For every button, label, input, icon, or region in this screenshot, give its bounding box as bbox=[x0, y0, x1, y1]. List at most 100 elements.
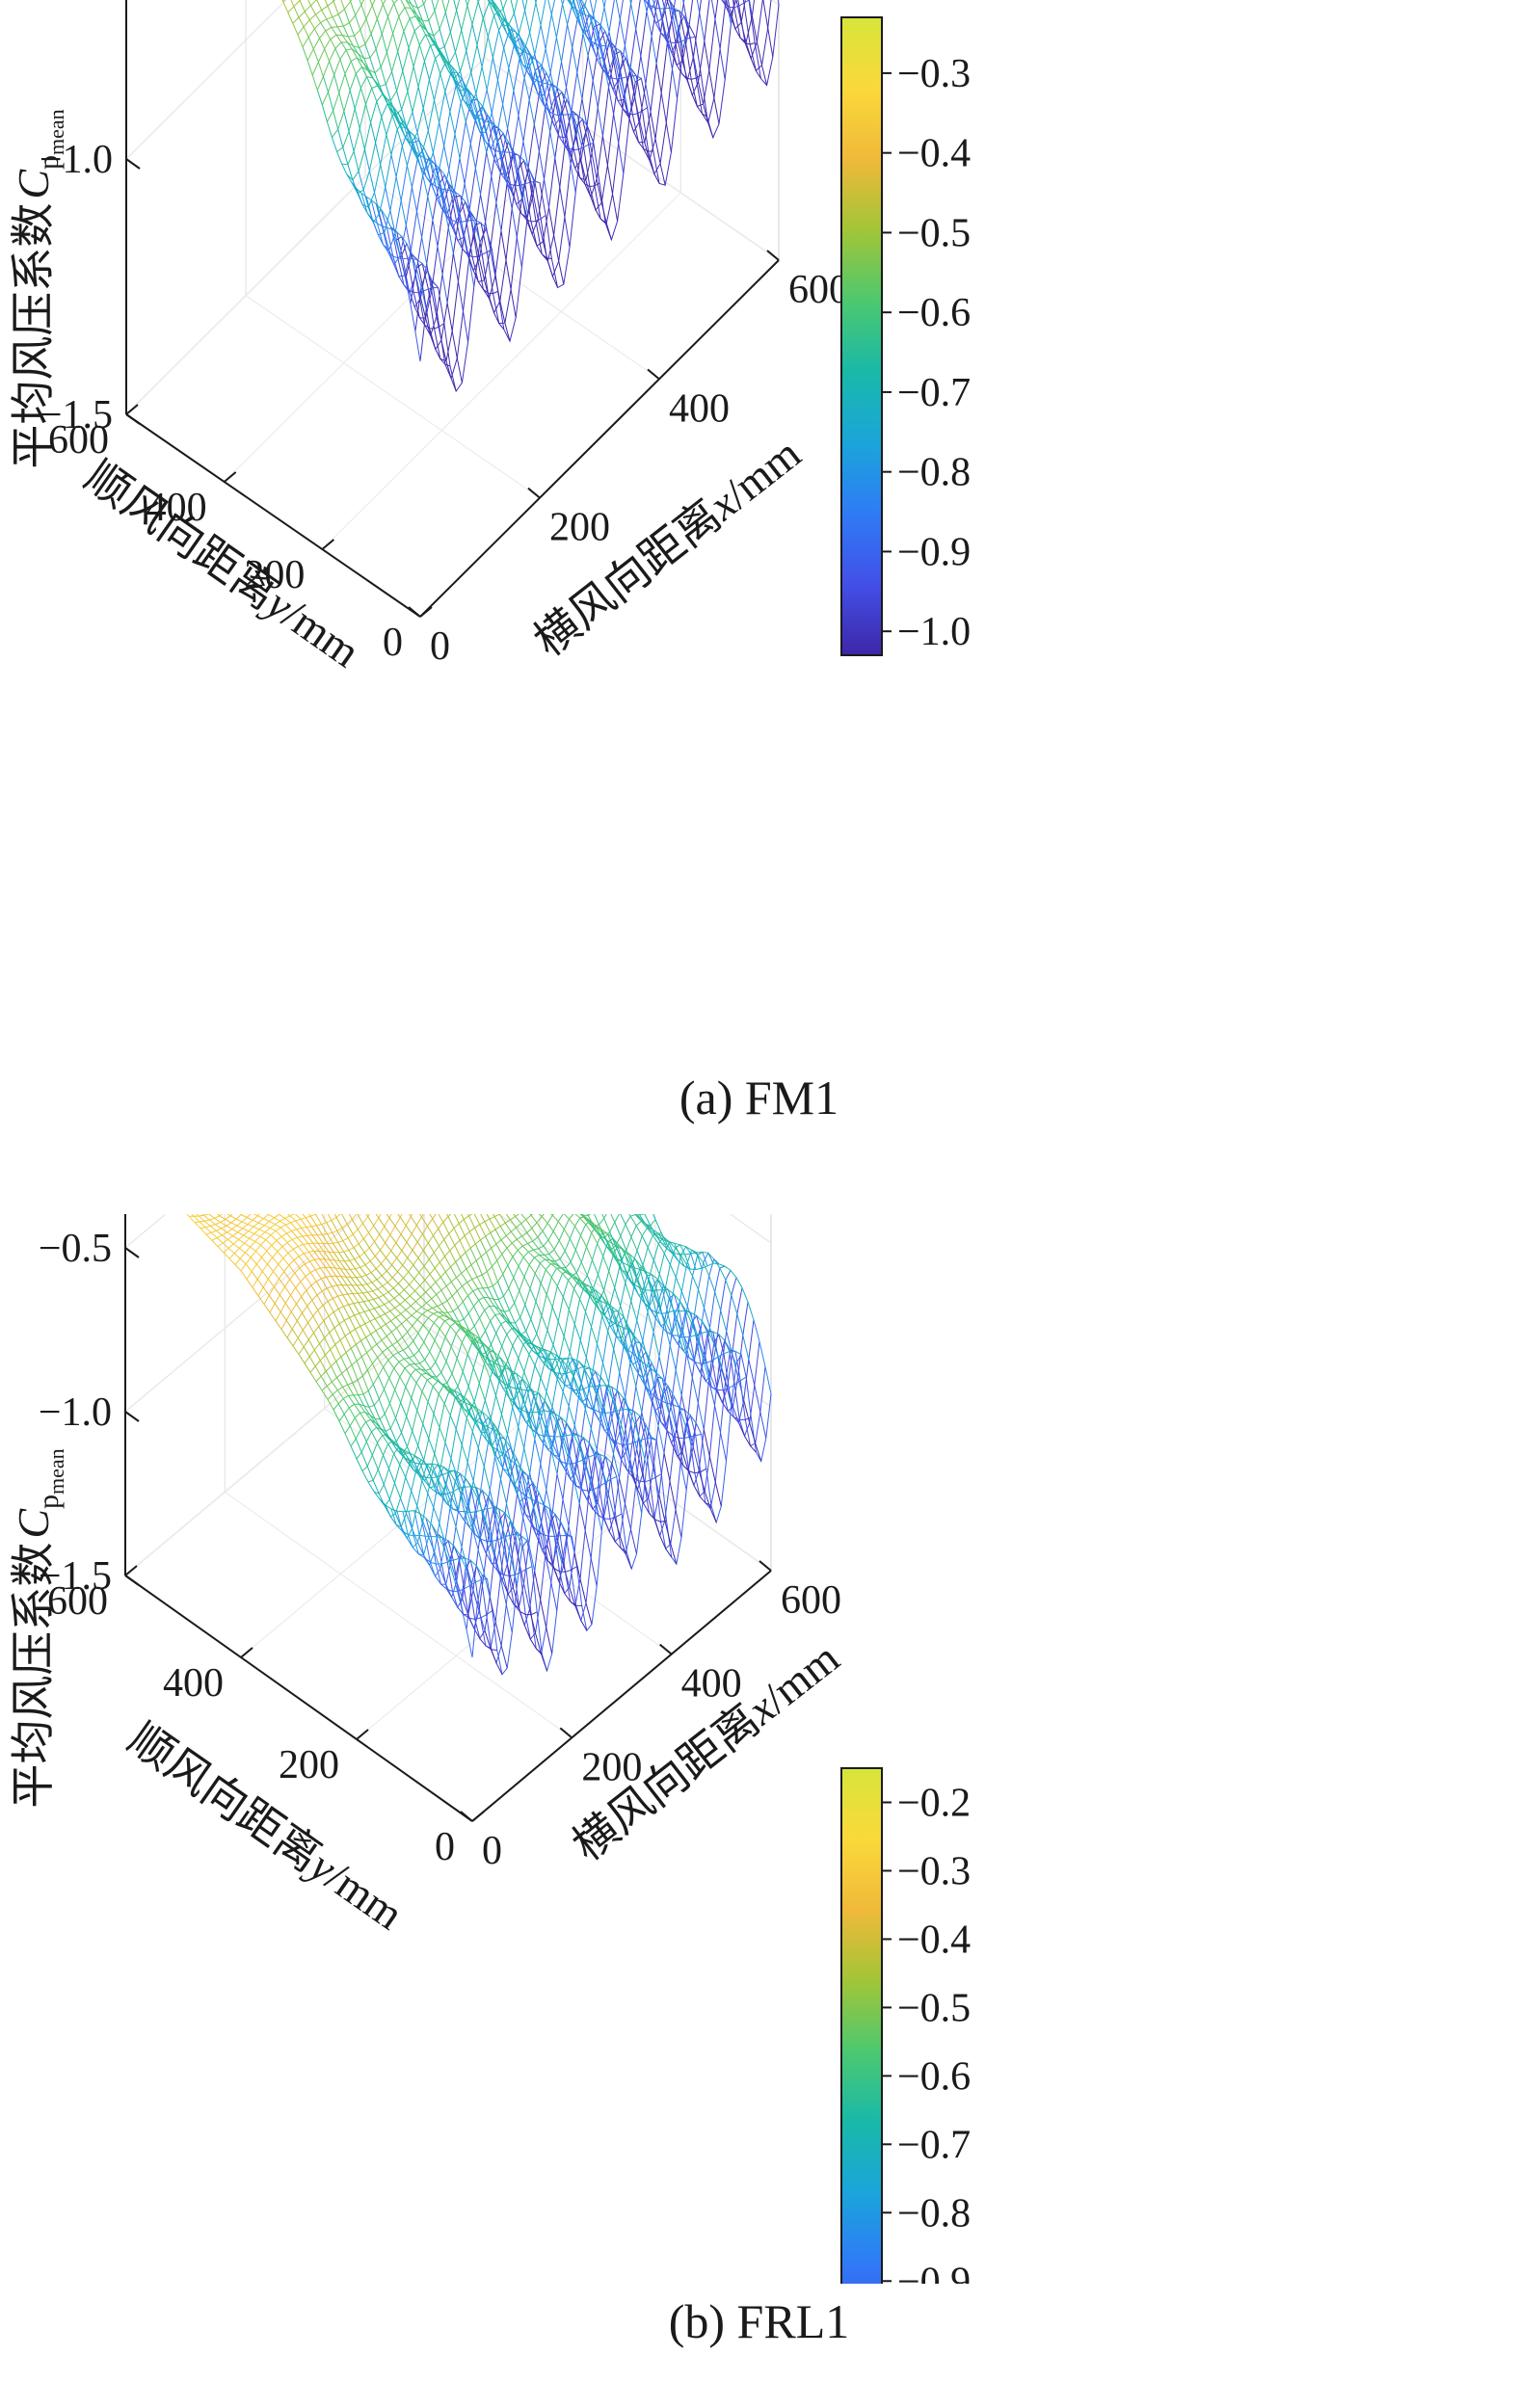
mesh-line bbox=[400, 1497, 418, 1543]
mesh-line bbox=[539, 1529, 558, 1611]
mesh-line bbox=[721, 1368, 739, 1423]
mesh-line bbox=[397, 1283, 416, 1303]
mesh-line bbox=[693, 1485, 712, 1506]
mesh-line bbox=[395, 0, 737, 319]
mesh-line bbox=[527, 1389, 546, 1401]
mesh-line bbox=[380, 1263, 399, 1284]
mesh-line bbox=[578, 0, 583, 14]
colorbar-tick-label: −0.3 bbox=[897, 1849, 971, 1893]
mesh-line bbox=[476, 249, 493, 257]
mesh-line bbox=[501, 1579, 520, 1612]
mesh-line bbox=[471, 99, 488, 153]
mesh-line bbox=[566, 1423, 585, 1462]
mesh-line bbox=[329, 61, 345, 112]
mesh-line bbox=[519, 1317, 539, 1355]
mesh-line bbox=[703, 1429, 722, 1507]
mesh-line bbox=[504, 151, 519, 156]
mesh-line bbox=[679, 1406, 697, 1424]
mesh-line bbox=[609, 1306, 627, 1353]
mesh-line bbox=[584, 1368, 602, 1412]
mesh-line bbox=[507, 128, 523, 199]
mesh-line bbox=[524, 1497, 543, 1550]
mesh-line bbox=[360, 1276, 380, 1298]
mesh-line bbox=[246, 1217, 265, 1227]
mesh-line bbox=[715, 1389, 734, 1417]
mesh-line bbox=[504, 1439, 523, 1472]
x-axis-line bbox=[471, 1570, 772, 1822]
mesh-line bbox=[471, 1528, 491, 1598]
mesh-line bbox=[328, 1252, 347, 1278]
mesh-line bbox=[669, 0, 679, 40]
mesh-line bbox=[658, 1274, 678, 1319]
mesh-line bbox=[282, 0, 285, 2]
mesh-line bbox=[365, 1421, 384, 1456]
mesh-line bbox=[494, 1314, 514, 1346]
mesh-line bbox=[433, 1235, 451, 1268]
mesh-line bbox=[592, 1259, 610, 1308]
mesh-line bbox=[638, 1359, 657, 1374]
mesh-line bbox=[671, 1334, 690, 1359]
mesh-line bbox=[287, 12, 304, 47]
mesh-line bbox=[423, 61, 440, 123]
mesh-line bbox=[686, 1264, 705, 1309]
mesh-line bbox=[556, 1473, 575, 1553]
colorbar-tick-label: −0.7 bbox=[897, 2123, 971, 2167]
mesh-line bbox=[586, 1275, 605, 1315]
mesh-line bbox=[597, 59, 613, 79]
mesh-line bbox=[211, 1240, 230, 1259]
x-tick-labels: 0 200 400 600 bbox=[408, 250, 849, 669]
mesh-line bbox=[409, 17, 425, 62]
mesh-line bbox=[619, 1477, 637, 1554]
mesh-line bbox=[290, 0, 295, 7]
mesh-line bbox=[365, 1275, 385, 1296]
mesh-line bbox=[542, 1442, 561, 1462]
mesh-line bbox=[519, 154, 535, 181]
mesh-line bbox=[547, 0, 562, 63]
mesh-line bbox=[397, 1352, 416, 1370]
mesh-line bbox=[696, 0, 706, 41]
mesh-line bbox=[563, 144, 579, 151]
mesh-line bbox=[650, 112, 666, 186]
mesh-line bbox=[743, 1400, 762, 1462]
mesh-line bbox=[385, 84, 402, 128]
mesh-line bbox=[318, 1251, 337, 1277]
mesh-line bbox=[745, 41, 761, 79]
colorbar-tick-label: −0.3 bbox=[897, 52, 971, 96]
mesh-line bbox=[382, 4, 399, 52]
mesh-line bbox=[529, 1472, 548, 1546]
mesh-line bbox=[532, 1498, 550, 1510]
mesh-line bbox=[674, 1294, 692, 1324]
x-tick bbox=[766, 250, 780, 261]
mesh-line bbox=[292, 0, 317, 24]
mesh-line bbox=[346, 173, 362, 194]
x-tick-label: 0 bbox=[482, 1829, 502, 1873]
mesh-line bbox=[544, 1505, 563, 1564]
z-tick bbox=[124, 1411, 140, 1422]
mesh-line bbox=[602, 56, 619, 101]
mesh-line bbox=[355, 1438, 374, 1481]
mesh-line bbox=[233, 1253, 253, 1272]
mesh-line bbox=[359, 47, 375, 80]
mesh-line bbox=[725, 0, 741, 39]
mesh-line bbox=[487, 1507, 505, 1514]
mesh-line bbox=[360, 1189, 380, 1219]
mesh-line bbox=[471, 24, 488, 91]
mesh-line bbox=[517, 1493, 536, 1572]
mesh-line bbox=[708, 1380, 727, 1462]
mesh-line bbox=[320, 22, 336, 49]
mesh-line bbox=[410, 1374, 429, 1402]
mesh-line bbox=[392, 1287, 412, 1307]
mesh-line bbox=[338, 1252, 357, 1278]
mesh-line bbox=[708, 1275, 728, 1332]
mesh-line bbox=[534, 54, 550, 113]
mesh-line bbox=[685, 74, 702, 80]
mesh-line bbox=[706, 1353, 725, 1363]
mesh-line bbox=[589, 0, 604, 58]
x-tick bbox=[527, 487, 541, 499]
mesh-line bbox=[649, 1395, 668, 1431]
z-axis-title: 平均风压系数Cpmean bbox=[9, 109, 68, 468]
mesh-line bbox=[537, 1433, 555, 1438]
mesh-line bbox=[608, 32, 625, 100]
mesh-line bbox=[387, 100, 404, 121]
x-tick-labels: 0 200 400 600 bbox=[460, 1560, 841, 1873]
